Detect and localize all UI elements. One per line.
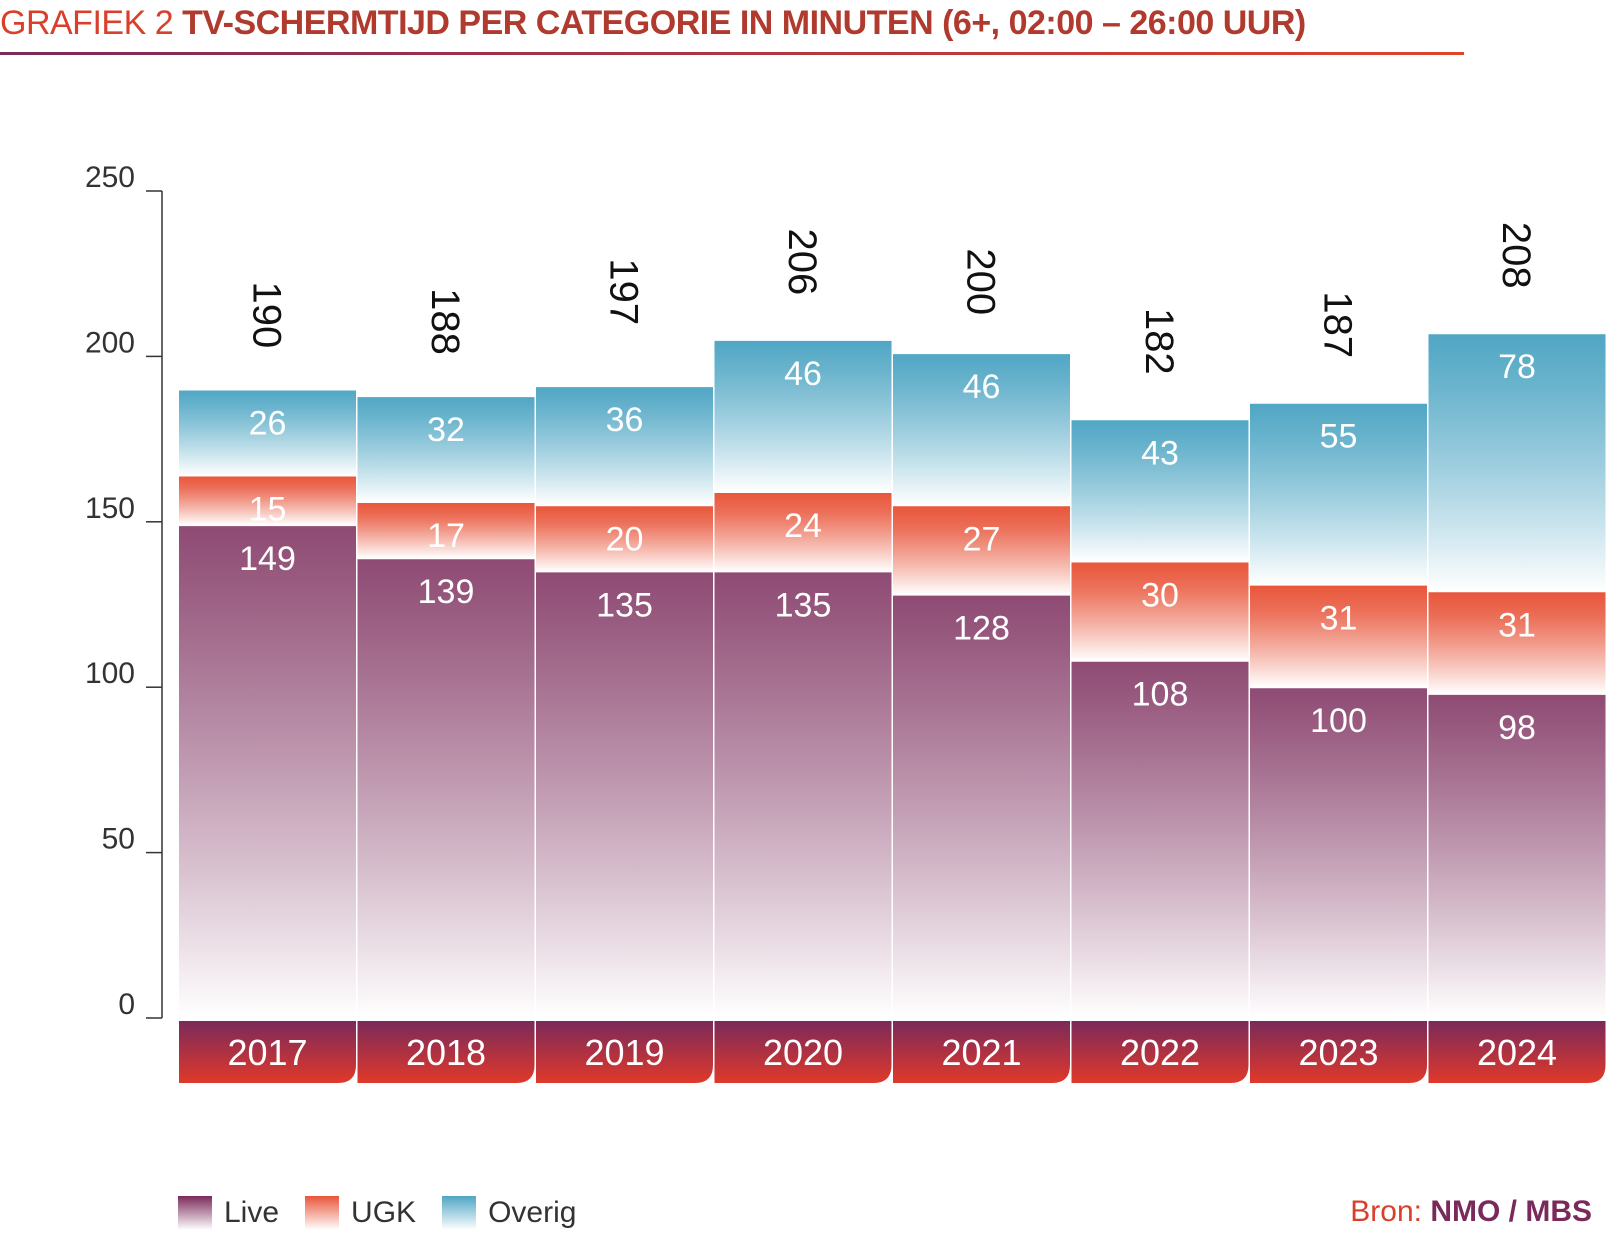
y-tick-label: 50 <box>102 823 135 856</box>
data-label-overig: 78 <box>1498 348 1536 386</box>
data-label-live: 149 <box>239 540 296 578</box>
legend-label-overig: Overig <box>488 1196 577 1229</box>
total-label: 187 <box>1316 291 1360 358</box>
legend-label-ugk: UGK <box>351 1196 417 1229</box>
bar-segment-overig <box>1071 419 1249 562</box>
bar-segment-overig <box>179 389 356 476</box>
legend-swatch-live <box>178 1196 212 1230</box>
data-label-live: 100 <box>1310 702 1367 740</box>
bar-segment-ugk <box>357 501 535 559</box>
x-category-box <box>179 1021 356 1083</box>
bar-segment-overig <box>1428 333 1606 592</box>
data-label-ugk: 27 <box>963 520 1001 558</box>
total-label: 190 <box>245 281 289 348</box>
data-label-overig: 55 <box>1320 418 1358 456</box>
bar-segment-live <box>357 558 535 1018</box>
bar-segment-overig <box>893 353 1070 506</box>
data-label-overig: 46 <box>784 355 822 393</box>
data-label-ugk: 17 <box>427 517 465 555</box>
bar-segment-live <box>1250 687 1427 1018</box>
title-divider <box>0 52 1464 55</box>
x-category-box <box>714 1021 892 1083</box>
legend-item-live: Live <box>178 1196 279 1230</box>
bar-segment-overig <box>357 396 535 502</box>
data-label-overig: 46 <box>963 368 1001 406</box>
bar-segment-live <box>1428 693 1606 1018</box>
total-label: 182 <box>1137 308 1181 375</box>
x-category-box <box>1428 1021 1606 1083</box>
total-label: 188 <box>423 288 467 355</box>
bar-segment-overig <box>714 339 892 493</box>
y-tick-label: 250 <box>85 161 135 194</box>
source-label: Bron: <box>1350 1195 1422 1228</box>
x-category-box <box>1250 1021 1427 1083</box>
bar-segment-ugk <box>893 505 1070 595</box>
bar-segment-ugk <box>536 505 713 572</box>
bar-segment-ugk <box>179 475 356 526</box>
data-label-live: 98 <box>1498 709 1536 747</box>
chart-title-prefix: GRAFIEK 2 <box>0 4 174 42</box>
y-tick-label: 100 <box>85 657 135 690</box>
total-label: 200 <box>959 248 1003 315</box>
bar-segment-live <box>714 571 892 1018</box>
x-category-box <box>893 1021 1070 1083</box>
total-label: 197 <box>602 258 646 325</box>
chart-title-main: TV-SCHERMTIJD PER CATEGORIE IN MINUTEN (… <box>182 4 1306 42</box>
data-label-overig: 26 <box>249 404 287 442</box>
stacked-bar-chart: 0 50 100 150 200 250 149 15 26 190 2017 139 17 32 188 2… <box>85 161 1606 1083</box>
data-label-live: 128 <box>953 610 1010 648</box>
legend-item-overig: Overig <box>442 1196 576 1230</box>
x-category-box <box>536 1021 713 1083</box>
data-label-ugk: 30 <box>1141 576 1179 614</box>
legend-item-ugk: UGK <box>305 1196 416 1230</box>
data-label-live: 135 <box>596 586 653 624</box>
x-category-label: 2019 <box>584 1032 664 1073</box>
source-value: NMO / MBS <box>1430 1195 1592 1228</box>
legend-swatch-ugk <box>305 1196 340 1230</box>
bar-segment-live <box>893 594 1070 1018</box>
legend-swatch-overig <box>442 1196 477 1230</box>
data-label-ugk: 31 <box>1320 600 1358 638</box>
data-label-overig: 43 <box>1141 434 1179 472</box>
x-category-label: 2020 <box>763 1032 843 1073</box>
data-label-overig: 36 <box>606 401 644 439</box>
bar-segment-live <box>1071 660 1249 1018</box>
x-category-label: 2018 <box>406 1032 486 1073</box>
data-label-ugk: 31 <box>1498 606 1536 644</box>
data-label-ugk: 15 <box>249 490 287 528</box>
data-label-live: 135 <box>775 586 832 624</box>
x-category-label: 2022 <box>1120 1032 1200 1073</box>
bar-segment-live <box>536 571 713 1018</box>
data-label-overig: 32 <box>427 411 465 449</box>
source-credit: Bron: NMO / MBS <box>1350 1195 1592 1229</box>
y-tick-label: 200 <box>85 326 135 359</box>
y-tick-label: 150 <box>85 492 135 525</box>
data-label-ugk: 24 <box>784 507 822 545</box>
y-tick-label: 0 <box>118 988 135 1021</box>
data-label-live: 108 <box>1132 676 1189 714</box>
x-category-label: 2023 <box>1298 1032 1378 1073</box>
x-category-label: 2017 <box>227 1032 307 1073</box>
x-category-box <box>357 1021 535 1083</box>
x-category-label: 2021 <box>941 1032 1021 1073</box>
x-category-label: 2024 <box>1477 1032 1557 1073</box>
bar-segment-overig <box>536 386 713 506</box>
legend-label-live: Live <box>224 1196 280 1229</box>
legend: Live UGK Overig <box>178 1195 576 1231</box>
bar-segment-overig <box>1250 402 1427 585</box>
bar-segment-ugk <box>1250 584 1427 688</box>
bar-segment-ugk <box>1071 561 1249 661</box>
chart-title: GRAFIEK 2 TV-SCHERMTIJD PER CATEGORIE IN… <box>0 4 1306 48</box>
total-label: 208 <box>1494 222 1538 289</box>
data-label-live: 139 <box>418 573 475 611</box>
bar-segment-ugk <box>714 492 892 572</box>
total-label: 206 <box>780 229 824 296</box>
bar-segment-live <box>179 525 356 1018</box>
data-label-ugk: 20 <box>606 520 644 558</box>
x-category-box <box>1071 1021 1249 1083</box>
bar-segment-ugk <box>1428 591 1606 694</box>
